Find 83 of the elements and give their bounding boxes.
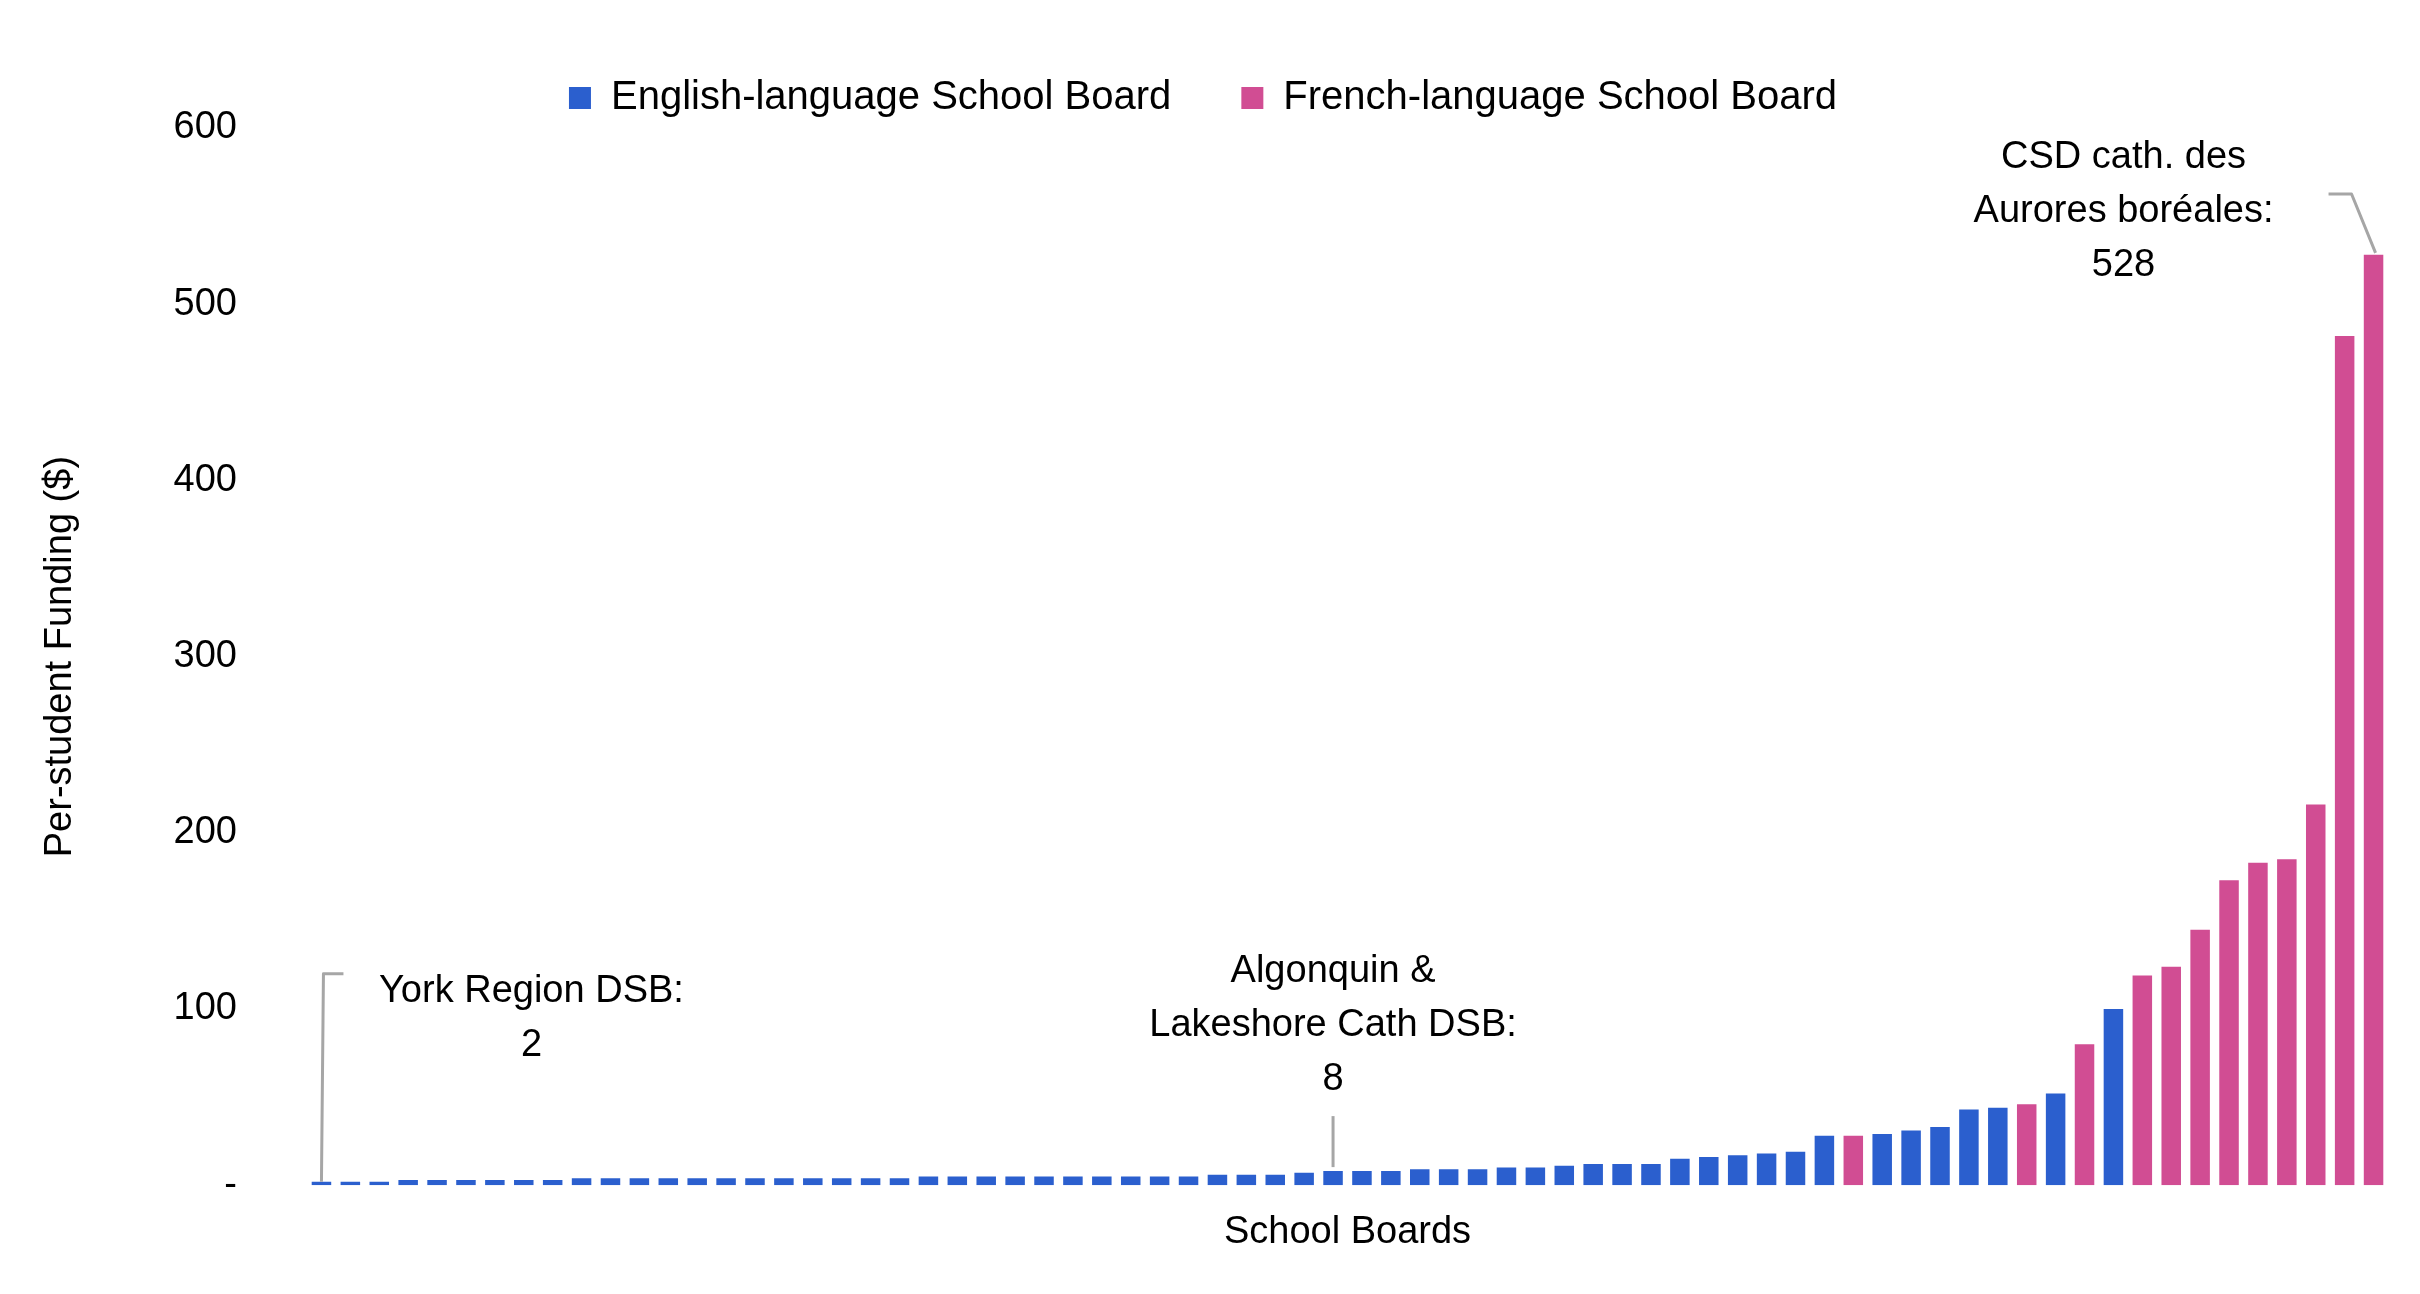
bar <box>2190 929 2210 1186</box>
bar <box>2161 966 2181 1186</box>
bar <box>1294 1172 1314 1186</box>
bar <box>1496 1167 1517 1186</box>
bar <box>1612 1164 1632 1186</box>
bar <box>427 1179 447 1186</box>
bar <box>976 1176 996 1186</box>
bar <box>918 1176 939 1186</box>
y-tick-label: 300 <box>173 633 237 676</box>
bar <box>2334 335 2355 1186</box>
bar <box>1670 1158 1690 1186</box>
y-tick-label: 100 <box>173 985 237 1028</box>
legend-label: English-language School Board <box>610 73 1172 118</box>
y-tick-label: - <box>224 1161 237 1204</box>
bar <box>658 1178 679 1186</box>
bar <box>1236 1174 1257 1186</box>
y-tick-label: 600 <box>173 104 237 147</box>
bar <box>1265 1174 1285 1186</box>
bar <box>2074 1044 2095 1186</box>
bar <box>1814 1135 1835 1186</box>
bar <box>1930 1127 1950 1186</box>
bar <box>2103 1009 2124 1186</box>
bar <box>1438 1169 1459 1186</box>
bar <box>1756 1153 1777 1186</box>
bar <box>860 1178 881 1186</box>
y-tick-label: 500 <box>173 280 237 323</box>
bar <box>1034 1176 1054 1186</box>
bar <box>803 1178 823 1186</box>
bar <box>1063 1176 1083 1186</box>
bar <box>1120 1176 1141 1186</box>
bar <box>542 1179 563 1186</box>
bar <box>1641 1164 1661 1186</box>
bar <box>947 1176 968 1186</box>
bar <box>600 1178 621 1186</box>
bar <box>1988 1107 2008 1186</box>
bar <box>629 1178 650 1186</box>
bar <box>2219 880 2239 1186</box>
annotation: CSD cath. des Aurores boréales: 528 <box>1973 134 2274 285</box>
bar <box>2132 975 2153 1186</box>
bar <box>745 1178 765 1186</box>
legend-label: French-language School Board <box>1283 73 1838 118</box>
bar <box>2045 1093 2066 1186</box>
bar <box>1843 1135 1864 1186</box>
annotation: York Region DSB: 2 <box>379 968 684 1065</box>
bar <box>1467 1169 1488 1186</box>
bar <box>1525 1167 1546 1186</box>
bar <box>456 1179 476 1186</box>
y-tick-label: 400 <box>173 456 237 499</box>
bar <box>1785 1151 1806 1186</box>
bar <box>1352 1171 1372 1186</box>
bar <box>1699 1157 1719 1186</box>
bar <box>1901 1130 1921 1186</box>
bar <box>485 1179 505 1186</box>
bar <box>1583 1164 1603 1186</box>
bar <box>398 1179 418 1186</box>
bar <box>831 1178 852 1186</box>
bar <box>1727 1155 1748 1186</box>
bar <box>1092 1176 1112 1186</box>
bar <box>2248 862 2268 1186</box>
bar <box>1959 1109 1979 1186</box>
bar <box>1410 1169 1430 1186</box>
bar <box>889 1178 910 1186</box>
bar <box>571 1178 592 1186</box>
bar <box>687 1178 707 1186</box>
bar <box>1554 1165 1575 1186</box>
bar <box>716 1178 736 1186</box>
bar <box>1149 1176 1170 1186</box>
bar <box>514 1179 534 1186</box>
y-tick-label: 200 <box>173 809 237 852</box>
bar <box>774 1178 794 1186</box>
bar <box>1872 1134 1892 1186</box>
x-axis-title: School Boards <box>1223 1208 1472 1251</box>
bar <box>1178 1176 1199 1186</box>
bar <box>1323 1171 1343 1186</box>
y-axis-title: Per-student Funding ($) <box>37 455 80 858</box>
annotation: Algonquin & Lakeshore Cath DSB: 8 <box>1149 947 1517 1098</box>
bar <box>2277 859 2297 1186</box>
bar <box>2363 254 2384 1186</box>
bar <box>1207 1174 1228 1186</box>
bar <box>1005 1176 1025 1186</box>
bar <box>2305 804 2326 1186</box>
bar <box>2016 1104 2037 1186</box>
bar <box>1381 1171 1401 1186</box>
